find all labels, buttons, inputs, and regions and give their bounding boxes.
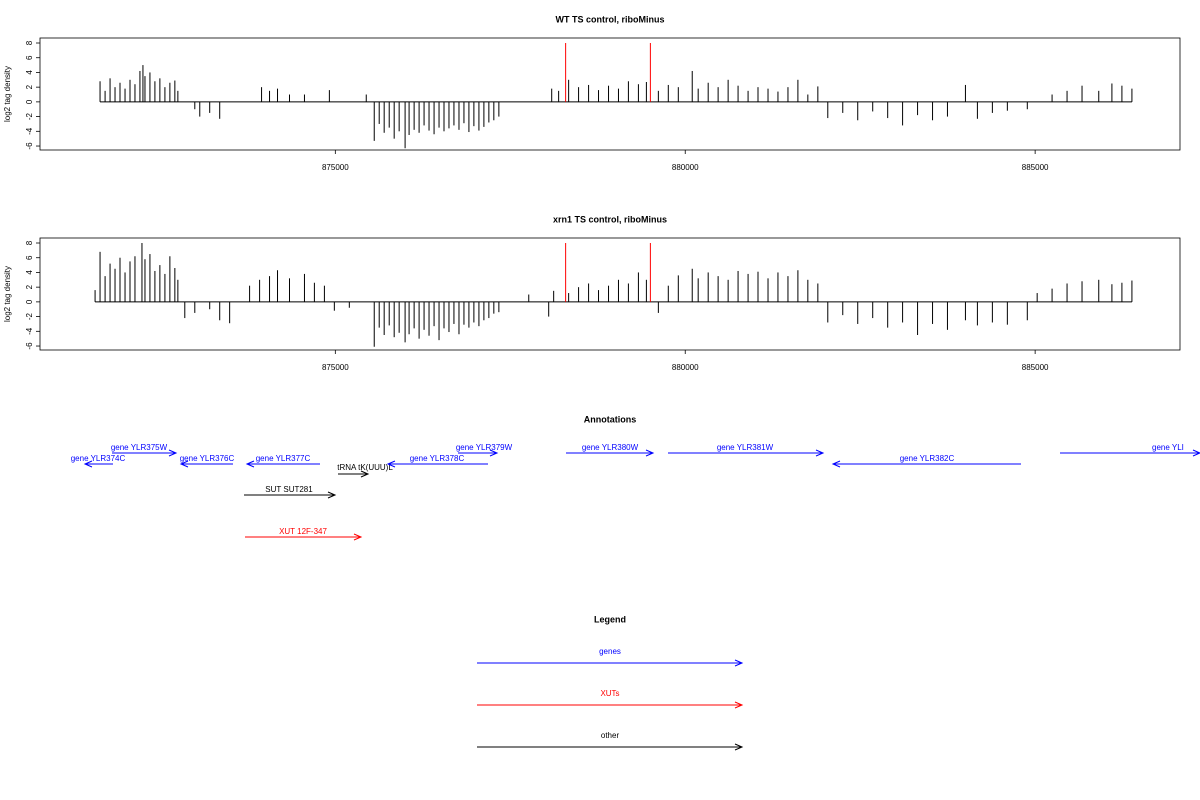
y-tick-label: 0 (25, 299, 34, 304)
y-tick-label: -2 (25, 312, 34, 320)
y-tick-label: 2 (25, 284, 34, 289)
y-axis-label: log2 tag density (3, 66, 12, 122)
feature-label: gene YLR376C (180, 454, 235, 463)
y-axis-label: log2 tag density (3, 266, 12, 322)
x-tick-label: 880000 (672, 163, 699, 172)
feature-arrow-head (1192, 449, 1200, 457)
annotations-title: Annotations (584, 414, 637, 424)
legend-label: XUTs (600, 689, 619, 698)
y-tick-label: 2 (25, 84, 34, 89)
feature-arrow-head (353, 533, 363, 541)
feature-arrow-head (179, 460, 189, 468)
legend-title: Legend (594, 614, 626, 624)
plot-frame (39, 37, 1181, 151)
feature-label: XUT 12F-347 (279, 527, 327, 536)
x-tick-label: 875000 (322, 363, 349, 372)
chart-title: xrn1 TS control, riboMinus (553, 214, 667, 224)
y-tick-label: 8 (25, 40, 34, 45)
feature-label: gene YLI (1152, 443, 1184, 452)
y-tick-label: -6 (25, 342, 34, 350)
legend-label: genes (599, 647, 621, 656)
x-tick-label: 875000 (322, 163, 349, 172)
y-tick-label: 6 (25, 55, 34, 60)
feature-label: gene YLR382C (900, 454, 955, 463)
legend-arrow-head (734, 701, 744, 709)
feature-label: gene YLR377C (256, 454, 311, 463)
y-tick-label: 4 (25, 270, 34, 275)
y-tick-label: -4 (25, 327, 34, 335)
feature-arrow-head (386, 460, 396, 468)
feature-arrow-head (327, 491, 337, 499)
feature-label: SUT SUT281 (265, 485, 313, 494)
y-tick-label: -6 (25, 142, 34, 150)
feature-arrow-head (815, 449, 825, 457)
y-tick-label: 8 (25, 240, 34, 245)
feature-label: gene YLR378C (410, 454, 465, 463)
y-tick-label: -4 (25, 127, 34, 135)
feature-label: gene YLR380W (582, 443, 639, 452)
y-tick-label: 6 (25, 255, 34, 260)
legend-arrow-head (734, 743, 744, 751)
x-tick-label: 885000 (1022, 163, 1049, 172)
y-tick-label: 0 (25, 99, 34, 104)
feature-label: gene YLR375W (111, 443, 168, 452)
chart-title: WT TS control, riboMinus (556, 14, 665, 24)
feature-arrow-head (489, 449, 499, 457)
feature-label: gene YLR381W (717, 443, 774, 452)
x-tick-label: 880000 (672, 363, 699, 372)
y-tick-label: -2 (25, 112, 34, 120)
feature-label: gene YLR374C (71, 454, 126, 463)
feature-arrow-head (831, 460, 841, 468)
feature-arrow-head (645, 449, 655, 457)
feature-label: tRNA tK(UUU)L (337, 463, 393, 472)
x-tick-label: 885000 (1022, 363, 1049, 372)
legend-arrow-head (734, 659, 744, 667)
feature-arrow-head (360, 470, 370, 478)
plot-frame (39, 237, 1181, 351)
feature-label: gene YLR379W (456, 443, 513, 452)
feature-arrow-head (245, 460, 255, 468)
feature-arrow-head (83, 460, 93, 468)
feature-arrow-head (168, 449, 178, 457)
y-tick-label: 4 (25, 70, 34, 75)
legend-label: other (601, 731, 620, 740)
